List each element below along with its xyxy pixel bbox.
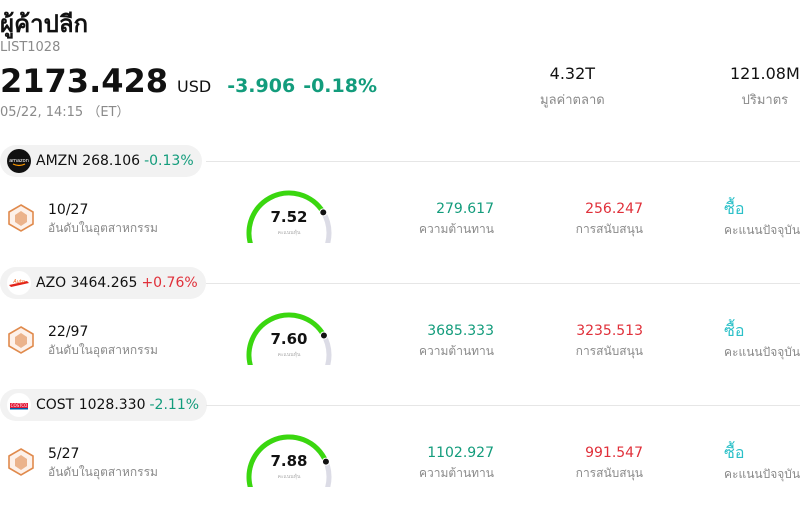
stock-change: -2.11%: [149, 397, 200, 413]
support-value: 3235.513: [576, 323, 643, 339]
rank-hexagon-icon: [8, 326, 34, 354]
svg-text:Auto: Auto: [12, 279, 25, 285]
stock-pill[interactable]: Auto AZO 3464.265 +0.76%: [0, 267, 206, 299]
svg-text:amazon: amazon: [9, 158, 29, 164]
support-label: การสนับสนุน: [575, 222, 643, 236]
stock-section-amzn: amazon AMZN 268.106 -0.13% 10/27 อันดับใ…: [0, 145, 800, 267]
support-value: 991.547: [585, 445, 643, 461]
gauge-marker: [319, 208, 328, 217]
gauge-marker: [321, 457, 330, 466]
rating-label: คะแนนปัจจุบัน: [724, 345, 800, 359]
rank-hexagon-icon: [8, 448, 34, 476]
stock-score: 7.52: [270, 208, 308, 226]
divider: [206, 283, 800, 284]
stock-score: 7.88: [270, 452, 308, 470]
industry-rank: 22/97: [48, 324, 89, 340]
rating-buy[interactable]: ซื้อ: [724, 443, 745, 462]
divider: [206, 161, 800, 162]
costco-logo-icon: COSTCO: [7, 393, 31, 417]
support-value: 256.247: [585, 201, 643, 217]
gauge-marker: [319, 331, 328, 340]
index-price: 2173.428: [0, 62, 169, 100]
stock-symbol: AZO: [36, 275, 67, 291]
industry-rank: 10/27: [48, 202, 89, 218]
rating-label: คะแนนปัจจุบัน: [724, 223, 800, 237]
page-title: ผู้ค้าปลีก: [0, 10, 89, 38]
stock-symbol-price: AMZN 268.106: [36, 153, 140, 169]
stock-symbol: AMZN: [36, 153, 78, 169]
score-gauge: [246, 434, 332, 487]
autozone-logo-icon: Auto: [7, 271, 31, 295]
market-cap-value: 4.32T: [549, 64, 596, 83]
market-cap-stat: 4.32T มูลค่าตลาด: [540, 64, 605, 110]
stock-section-azo: Auto AZO 3464.265 +0.76% 22/97 อันดับในอ…: [0, 267, 800, 389]
industry-rank-label: อันดับในอุตสาหกรรม: [48, 343, 158, 357]
resistance-label: ความต้านทาน: [419, 222, 494, 236]
industry-rank-label: อันดับในอุตสาหกรรม: [48, 221, 158, 235]
resistance-value: 3685.333: [427, 323, 494, 339]
stock-pill[interactable]: COSTCO COST 1028.330 -2.11%: [0, 389, 208, 421]
gauge-fill: [246, 190, 326, 243]
volume-stat: 121.08M ปริมาตร: [730, 64, 800, 110]
price-change: -3.906: [227, 75, 296, 97]
gauge-fill: [246, 312, 327, 365]
price-row: 2173.428 USD -3.906 -0.18%: [0, 62, 377, 100]
industry-rank-label: อันดับในอุตสาหกรรม: [48, 465, 158, 479]
stock-score: 7.60: [270, 330, 308, 348]
support-label: การสนับสนุน: [575, 344, 643, 358]
stock-pill[interactable]: amazon AMZN 268.106 -0.13%: [0, 145, 202, 177]
currency-label: USD: [177, 77, 212, 96]
score-gauge: [246, 312, 332, 365]
market-cap-label: มูลค่าตลาด: [540, 93, 605, 108]
svg-text:COSTCO: COSTCO: [11, 403, 28, 408]
rating-label: คะแนนปัจจุบัน: [724, 467, 800, 481]
resistance-value: 1102.927: [427, 445, 494, 461]
resistance-label: ความต้านทาน: [419, 466, 494, 480]
rating-buy[interactable]: ซื้อ: [724, 199, 745, 218]
stock-price: 268.106: [82, 153, 141, 169]
stock-price: 3464.265: [70, 275, 138, 291]
stock-price: 1028.330: [78, 397, 146, 413]
resistance-label: ความต้านทาน: [419, 344, 494, 358]
stock-symbol: COST: [36, 397, 75, 413]
list-id: LIST1028: [0, 40, 61, 55]
gauge-fill: [246, 434, 329, 487]
price-change-percent: -0.18%: [303, 75, 377, 97]
amazon-logo-icon: amazon: [7, 149, 31, 173]
industry-rank: 5/27: [48, 446, 80, 462]
divider: [206, 405, 800, 406]
rank-hexagon-icon: [8, 204, 34, 232]
timestamp: 05/22, 14:15 （ET）: [0, 105, 130, 120]
stock-change: -0.13%: [144, 153, 194, 169]
stock-score-caption: คะแนนหุ้น: [277, 474, 301, 480]
stock-symbol-price: COST 1028.330: [36, 397, 146, 413]
resistance-value: 279.617: [436, 201, 494, 217]
support-label: การสนับสนุน: [575, 466, 643, 480]
stock-symbol-price: AZO 3464.265: [36, 275, 137, 291]
volume-value: 121.08M: [730, 64, 800, 83]
stock-score-caption: คะแนนหุ้น: [277, 230, 301, 236]
stock-section-cost: COSTCO COST 1028.330 -2.11% 5/27 อันดับใ…: [0, 389, 800, 511]
rating-buy[interactable]: ซื้อ: [724, 321, 745, 340]
stock-score-caption: คะแนนหุ้น: [277, 352, 301, 358]
volume-label: ปริมาตร: [741, 93, 789, 108]
score-gauge: [246, 190, 332, 243]
stock-change: +0.76%: [141, 275, 198, 291]
